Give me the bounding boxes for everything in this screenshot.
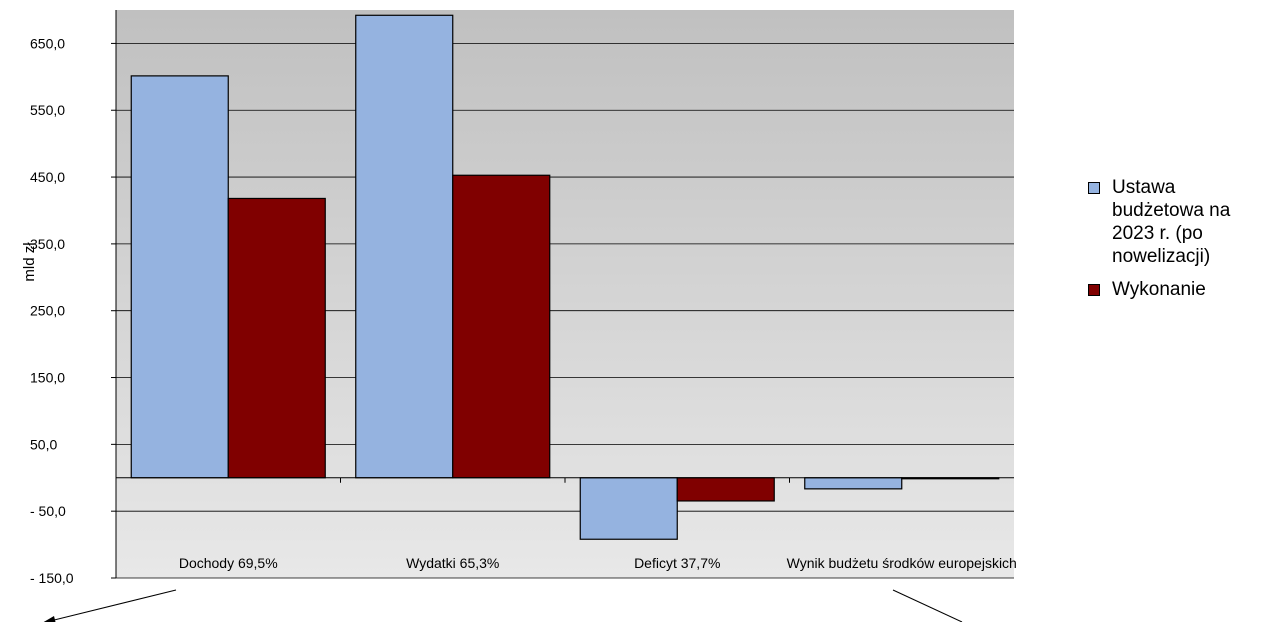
y-tick-label: 550,0	[30, 102, 65, 118]
left-arrow-line	[43, 589, 177, 622]
bar-execution	[227, 197, 326, 479]
legend-label: Wykonanie	[1112, 279, 1206, 300]
category-label: Wynik budżetu środków europejskich	[787, 555, 1017, 571]
bar-plan	[355, 14, 454, 479]
legend-item: Ustawa budżetowa na 2023 r. (po noweliza…	[1088, 176, 1258, 268]
bar-plan	[130, 75, 229, 479]
y-tick-label: - 50,0	[30, 503, 66, 519]
y-tick-label: - 150,0	[30, 570, 74, 586]
legend-label: Ustawa budżetowa na 2023 r. (po noweliza…	[1112, 177, 1231, 267]
bar-plan	[579, 477, 678, 540]
y-tick-label: 650,0	[30, 35, 65, 51]
y-tick-label: 150,0	[30, 370, 65, 386]
y-axis-label: mld zł	[21, 242, 38, 282]
legend-swatch	[1088, 284, 1100, 296]
y-tick-labels: 650,0 550,0 450,0 350,0 250,0 150,0 50,0 - 50,0…	[30, 35, 74, 586]
y-tick-label: 350,0	[30, 236, 65, 252]
y-tick-label: 450,0	[30, 169, 65, 185]
category-label: Dochody 69,5%	[179, 555, 278, 571]
bars	[130, 14, 1000, 540]
category-labels: Dochody 69,5% Wydatki 65,3% Deficyt 37,7% W…	[179, 555, 1017, 571]
category-label: Deficyt 37,7%	[634, 555, 720, 571]
y-tick-label: 250,0	[30, 303, 65, 319]
legend: Ustawa budżetowa na 2023 r. (po noweliza…	[1088, 176, 1258, 311]
bar-execution	[452, 174, 551, 479]
axes	[111, 10, 1014, 579]
category-label: Wydatki 65,3%	[406, 555, 499, 571]
legend-item: Wykonanie	[1088, 278, 1258, 301]
arrows	[43, 589, 963, 622]
bar-plan	[804, 477, 903, 490]
left-arrow-head	[43, 616, 56, 622]
right-arrow-line	[892, 589, 963, 622]
bar-execution	[676, 477, 775, 502]
y-tick-label: 50,0	[30, 436, 57, 452]
legend-swatch	[1088, 182, 1100, 194]
